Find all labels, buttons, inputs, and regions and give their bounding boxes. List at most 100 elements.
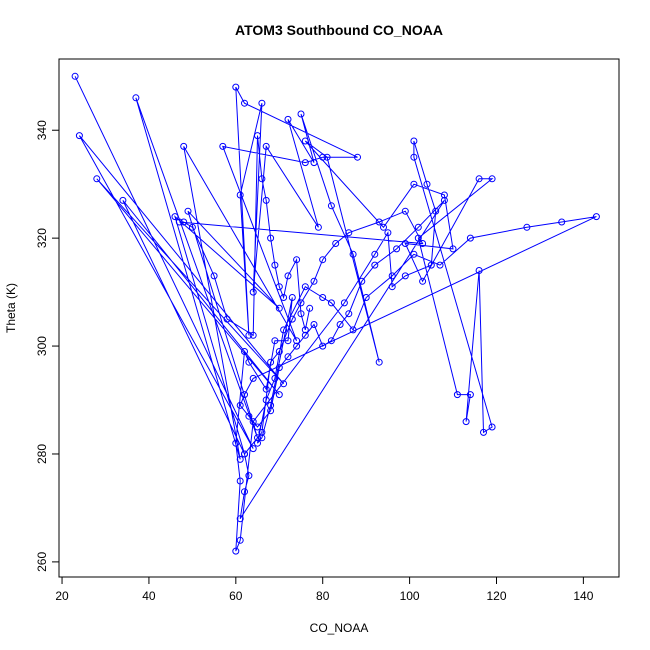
data-point	[180, 142, 188, 150]
data-point	[301, 137, 309, 145]
x-tick-label: 140	[573, 589, 593, 603]
data-point	[245, 412, 253, 420]
data-point	[371, 261, 379, 269]
data-point	[284, 115, 292, 123]
data-point	[275, 391, 283, 399]
data-point	[293, 337, 301, 345]
data-point	[284, 272, 292, 280]
data-point	[466, 391, 474, 399]
data-point	[410, 180, 418, 188]
data-point	[254, 423, 261, 431]
data-point	[475, 175, 483, 183]
data-point	[258, 434, 266, 442]
data-point	[267, 407, 275, 415]
y-axis: 260 280 300 320 340	[35, 120, 60, 572]
data-point	[480, 428, 487, 436]
data-point	[236, 401, 244, 409]
data-point	[380, 223, 387, 231]
data-point	[241, 99, 248, 107]
data-point	[262, 396, 270, 404]
data-point	[93, 175, 101, 183]
x-tick-label: 60	[229, 589, 243, 603]
data-point	[241, 391, 248, 399]
data-point	[236, 536, 244, 544]
data-point	[432, 207, 440, 215]
data-point	[488, 175, 496, 183]
data-point	[319, 153, 327, 161]
data-point	[558, 218, 566, 226]
data-point	[301, 331, 309, 339]
data-point	[319, 342, 327, 350]
data-point	[384, 229, 392, 237]
data-point	[245, 472, 253, 480]
data-point	[249, 331, 257, 339]
data-point	[453, 391, 461, 399]
data-point	[275, 364, 283, 372]
data-point	[262, 385, 270, 393]
data-point	[75, 132, 83, 140]
data-point	[254, 439, 261, 447]
data-point	[280, 380, 288, 388]
data-point	[267, 401, 275, 409]
data-point	[592, 213, 600, 221]
data-point	[319, 256, 327, 264]
data-point	[241, 348, 248, 355]
data-point	[436, 261, 444, 269]
data-point	[284, 353, 292, 361]
data-point	[336, 321, 344, 328]
data-point	[349, 250, 357, 258]
data-point	[301, 326, 309, 334]
data-point	[171, 213, 179, 221]
data-point	[249, 445, 257, 453]
data-point	[414, 223, 422, 231]
data-point	[245, 331, 253, 339]
data-point	[236, 515, 244, 523]
data-point	[119, 196, 127, 204]
data-point	[188, 223, 196, 231]
data-point	[275, 348, 283, 355]
data-point	[271, 261, 279, 269]
data-point	[401, 240, 409, 247]
x-tick-label: 20	[55, 589, 69, 603]
data-point	[223, 315, 231, 323]
data-point	[327, 337, 335, 345]
data-point	[319, 294, 327, 301]
data-point	[414, 234, 422, 242]
data-point	[219, 142, 227, 150]
data-point	[393, 245, 401, 253]
y-tick-label: 300	[35, 336, 49, 356]
data-point	[419, 277, 427, 285]
data-point	[132, 94, 140, 102]
data-point	[323, 153, 331, 161]
data-point	[371, 250, 379, 258]
chart-title: ATOM3 Southbound CO_NOAA	[235, 22, 443, 38]
data-point	[310, 321, 318, 328]
x-axis-label: CO_NOAA	[310, 621, 369, 635]
data-point	[310, 159, 318, 167]
data-point	[280, 294, 288, 301]
data-point	[71, 72, 79, 80]
data-point	[232, 83, 240, 91]
data-point	[254, 434, 261, 442]
data-point	[301, 159, 309, 167]
data-point	[267, 358, 275, 366]
data-point	[262, 142, 270, 150]
data-point	[258, 175, 266, 183]
data-point	[345, 310, 353, 318]
data-point	[388, 283, 396, 291]
x-tick-label: 100	[400, 589, 420, 603]
data-point	[288, 294, 296, 301]
data-point	[375, 218, 383, 226]
series-line	[74, 76, 597, 552]
x-tick-label: 120	[486, 589, 506, 603]
data-point	[310, 277, 318, 285]
data-point	[297, 110, 305, 118]
y-tick-label: 320	[35, 228, 49, 248]
data-point	[410, 153, 418, 161]
data-point	[523, 223, 531, 231]
data-point	[236, 191, 244, 199]
data-point	[241, 488, 248, 496]
data-point	[327, 202, 335, 210]
